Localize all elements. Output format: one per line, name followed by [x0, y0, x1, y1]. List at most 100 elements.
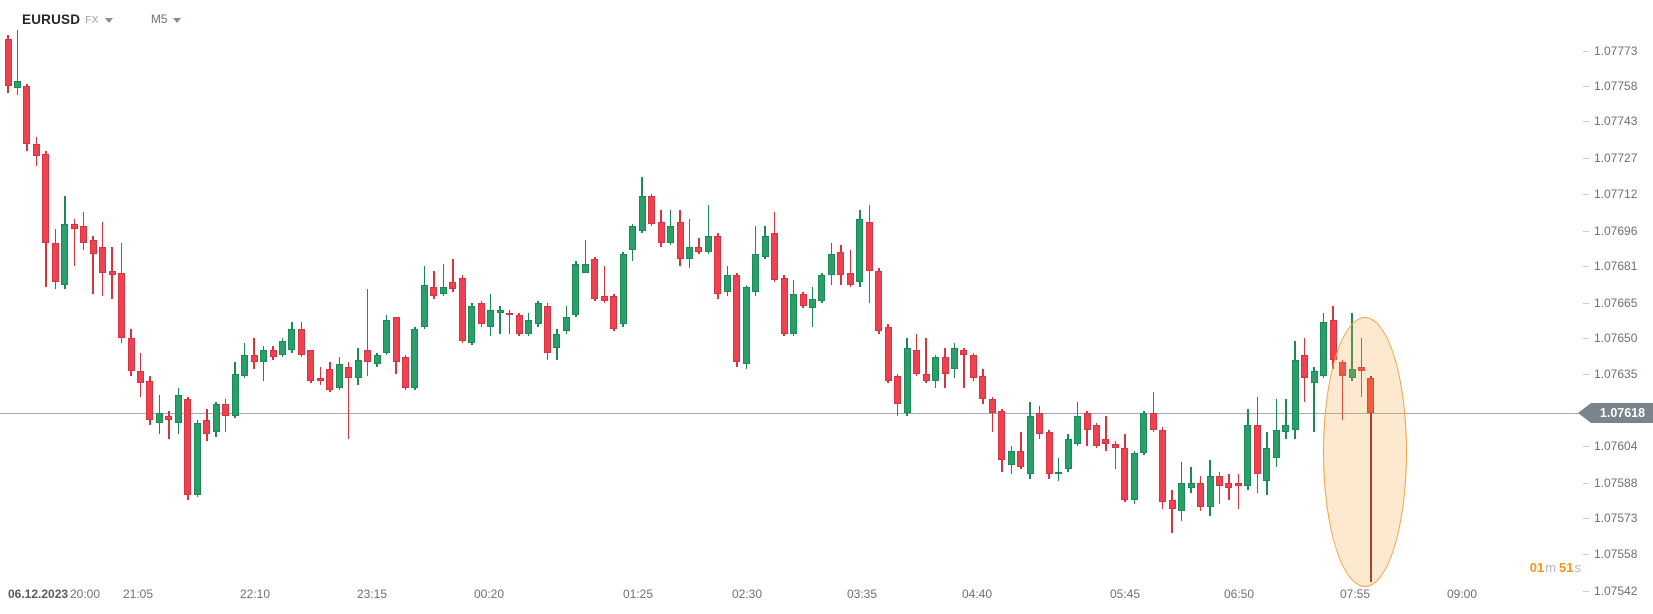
candle: [477, 303, 485, 325]
candle: [1092, 424, 1100, 447]
candle-wick: [1057, 457, 1060, 482]
candle: [1216, 476, 1224, 486]
candle: [411, 329, 419, 388]
candle: [581, 263, 589, 274]
candle: [1272, 429, 1280, 458]
candle: [1045, 432, 1053, 475]
candle-wick: [1114, 441, 1117, 470]
time-tick-label: 01:25: [622, 587, 654, 601]
candle: [761, 235, 769, 257]
candle: [790, 294, 798, 334]
candle-wick: [707, 205, 710, 255]
candle: [856, 219, 864, 283]
candle: [108, 270, 116, 276]
candle: [1310, 371, 1318, 383]
candle: [212, 403, 220, 432]
candle: [231, 373, 239, 416]
candle-wick: [253, 338, 255, 369]
price-tick-mark: [1583, 303, 1589, 304]
candle: [222, 403, 230, 416]
candle-wick: [73, 219, 75, 267]
candle-wick: [1285, 399, 1287, 439]
price-tick-mark: [1583, 446, 1589, 447]
candle: [799, 294, 807, 306]
candle: [1121, 448, 1129, 500]
symbol-selector[interactable]: EURUSD FX: [22, 12, 113, 27]
candle: [487, 310, 495, 327]
time-tick-label: 06:50: [1223, 587, 1255, 601]
price-tick-label: 1.07773: [1594, 44, 1638, 58]
current-price-line: [0, 413, 1581, 414]
candle: [884, 326, 892, 381]
candle: [420, 284, 428, 327]
candle: [525, 319, 533, 334]
candle: [23, 86, 31, 145]
candle: [1074, 415, 1082, 444]
time-tick-label: 09:00: [1446, 587, 1478, 601]
current-price-value: 1.07618: [1591, 403, 1653, 423]
price-tick-label: 1.07696: [1594, 224, 1638, 238]
candle: [458, 277, 466, 341]
candle: [174, 394, 182, 423]
candle-wick: [849, 249, 852, 288]
price-tick-mark: [1583, 194, 1589, 195]
price-tick-mark: [1583, 483, 1589, 484]
candle: [165, 415, 173, 421]
candle: [998, 410, 1006, 461]
candle: [629, 226, 637, 250]
candle: [818, 275, 826, 302]
candle: [335, 364, 343, 388]
candle: [648, 195, 656, 224]
candle: [837, 252, 845, 276]
candle: [723, 275, 731, 292]
candle: [771, 233, 779, 281]
candle: [297, 329, 305, 355]
price-tick-mark: [1583, 51, 1589, 52]
candle-wick: [319, 366, 322, 386]
candle: [4, 39, 12, 87]
candle: [468, 305, 476, 344]
candle-wick: [1313, 366, 1315, 432]
candle: [439, 287, 447, 295]
candle: [1007, 450, 1015, 465]
candle: [1130, 453, 1138, 500]
candle: [1064, 439, 1072, 470]
candle: [1244, 424, 1252, 486]
time-tick-label: 05:45: [1109, 587, 1141, 601]
candle: [922, 373, 930, 381]
candle-wick: [963, 347, 965, 388]
candle-wick: [442, 263, 445, 297]
price-tick-mark: [1583, 86, 1589, 87]
price-tick-label: 1.07681: [1594, 259, 1638, 273]
price-tick-label: 1.07558: [1594, 547, 1638, 561]
timeframe-label: M5: [150, 12, 168, 26]
highlight-ellipse: [1323, 317, 1407, 587]
candle-wick: [452, 259, 454, 292]
price-tick-label: 1.07542: [1594, 584, 1638, 598]
candle: [51, 242, 59, 283]
price-tick-mark: [1583, 374, 1589, 375]
candle: [307, 350, 315, 381]
time-tick-label: 20:00: [69, 587, 101, 601]
price-tick-label: 1.07758: [1594, 79, 1638, 93]
time-tick-label: 23:15: [356, 587, 388, 601]
candle: [288, 329, 296, 351]
timeframe-selector[interactable]: M5: [151, 12, 182, 26]
candle: [1017, 450, 1025, 468]
candle: [610, 296, 618, 330]
price-tick-label: 1.07573: [1594, 511, 1638, 525]
candle-wick: [925, 338, 927, 383]
candle: [1320, 322, 1328, 376]
price-tick-mark: [1583, 231, 1589, 232]
candle-wick: [1370, 375, 1372, 582]
badge-arrow-icon: [1578, 403, 1591, 423]
candle: [1083, 413, 1091, 430]
candle: [951, 347, 958, 369]
candle: [118, 273, 126, 339]
candle: [1282, 424, 1290, 432]
candle-wick: [1218, 471, 1221, 505]
candle-wick: [698, 237, 700, 255]
candle: [733, 275, 741, 362]
price-tick-mark: [1583, 554, 1589, 555]
